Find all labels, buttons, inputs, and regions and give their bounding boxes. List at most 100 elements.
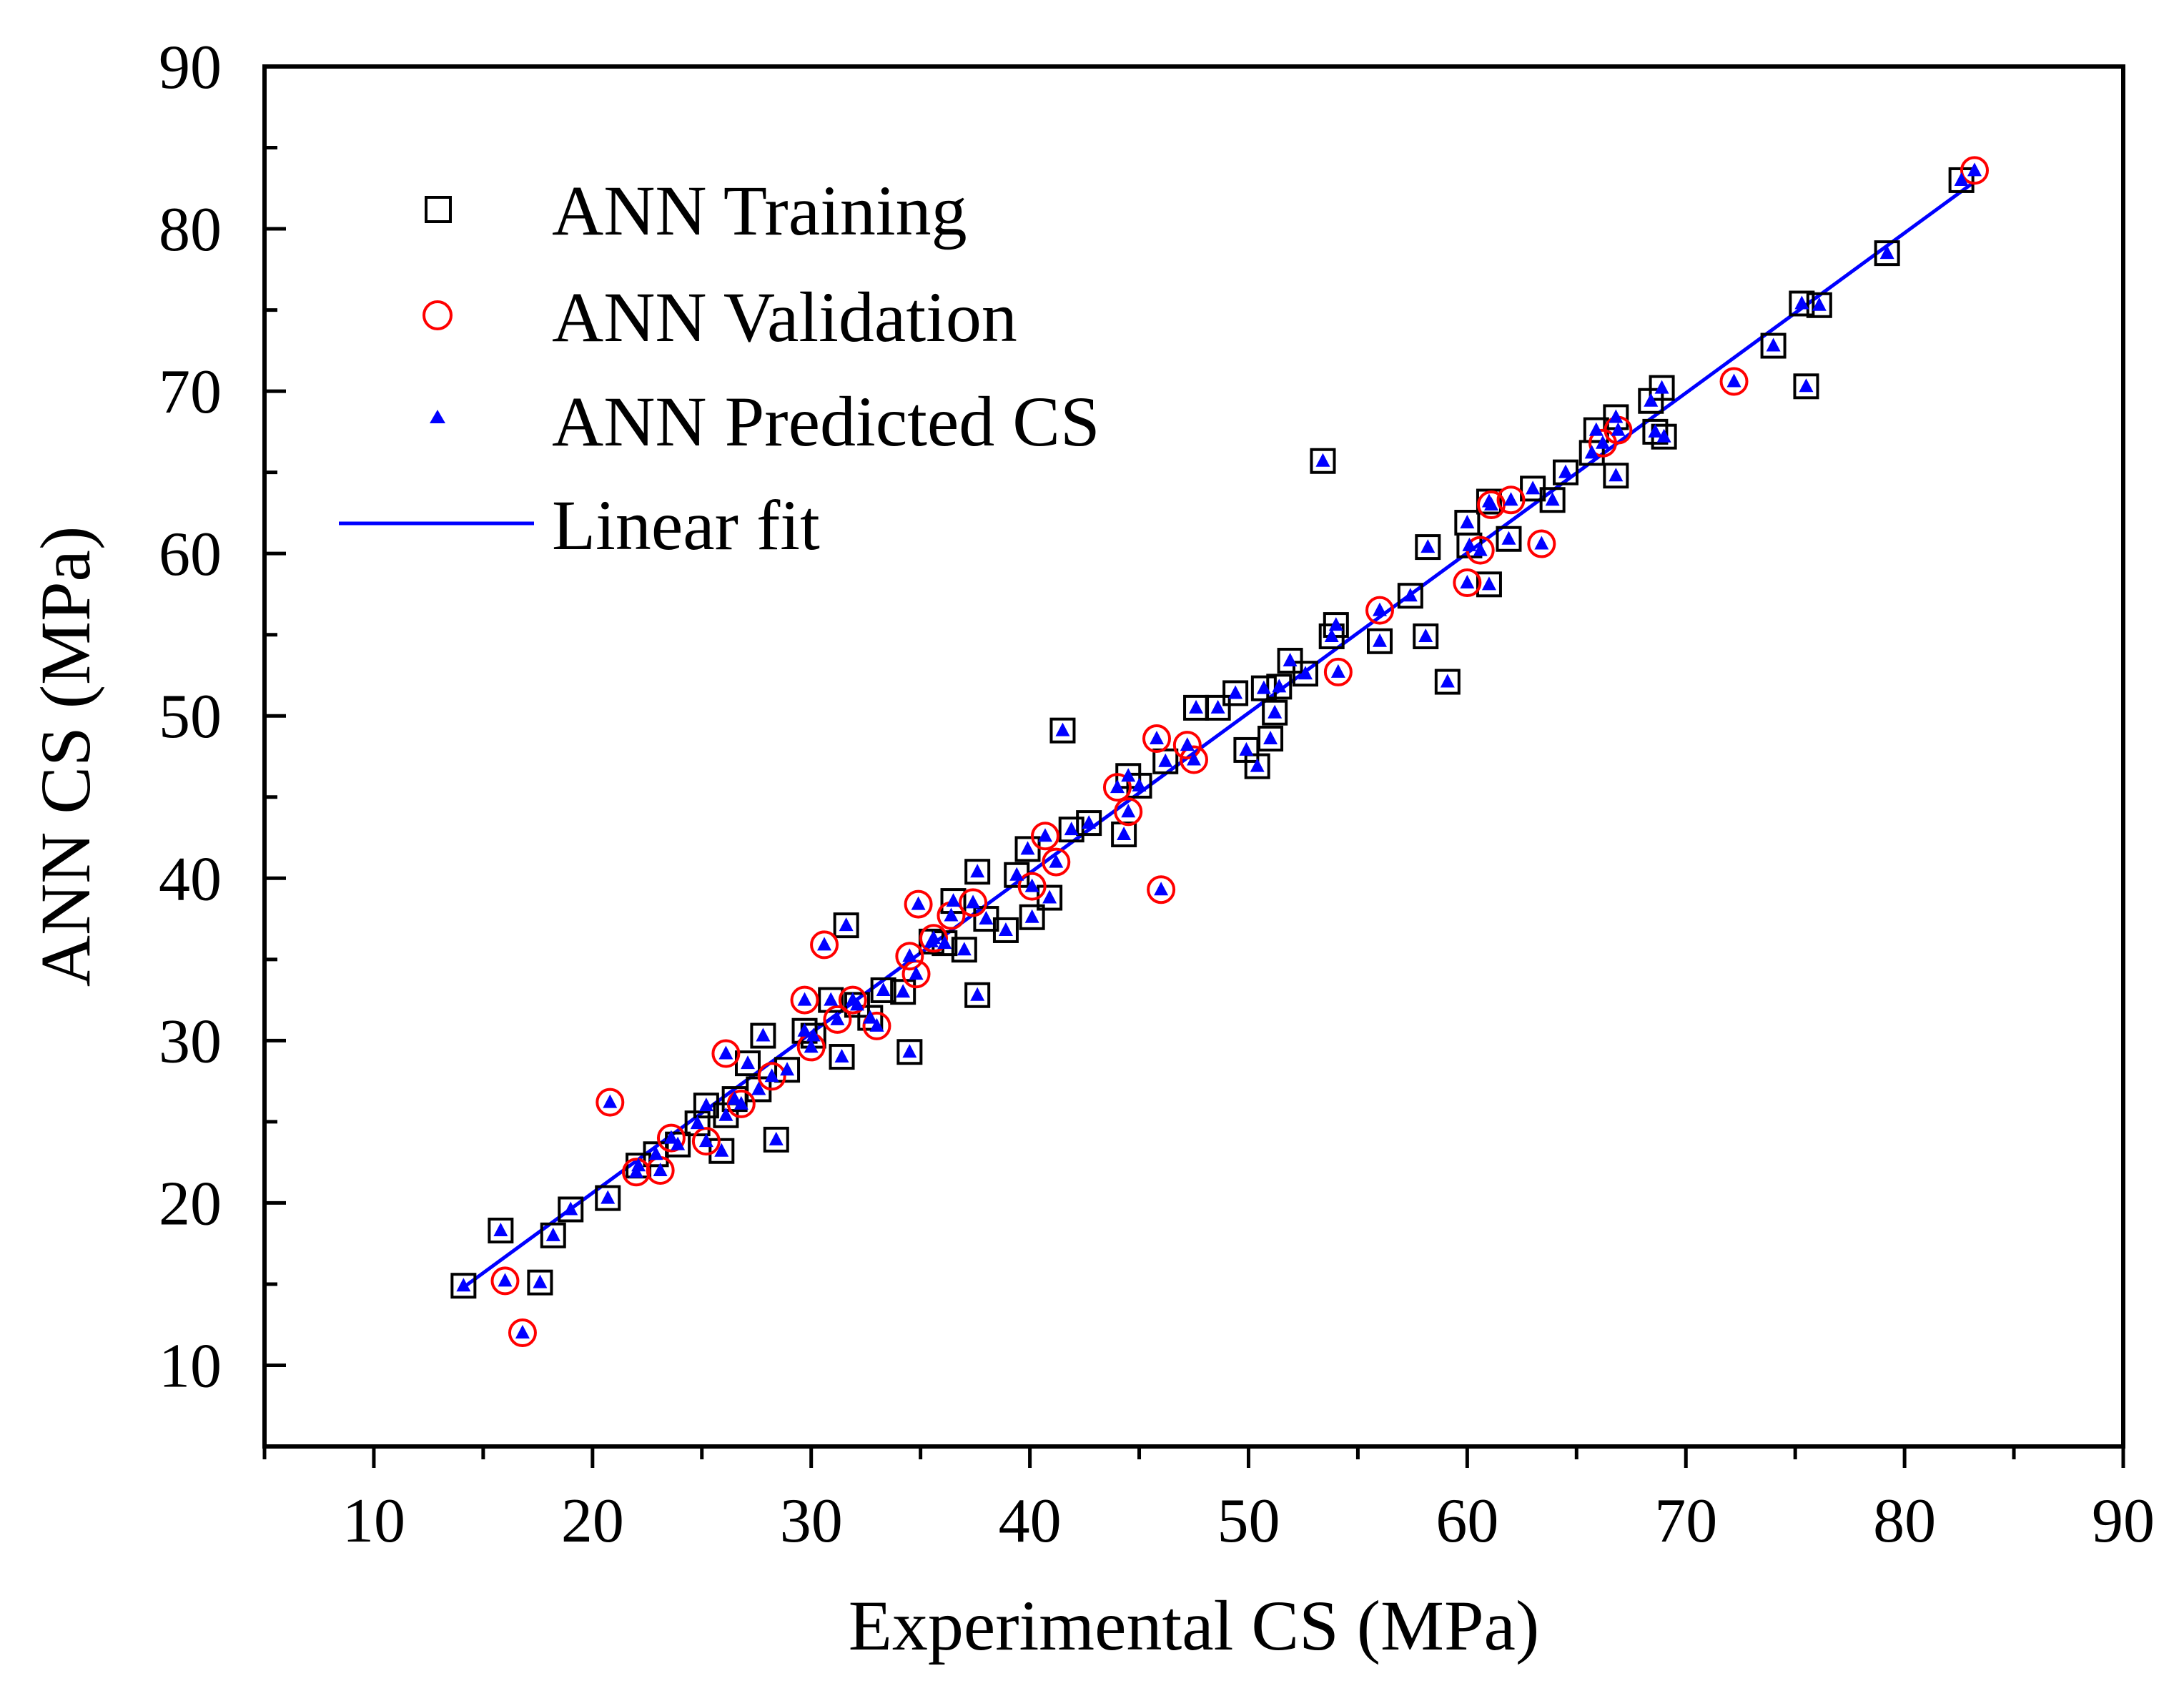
predicted-point — [493, 1223, 508, 1237]
training-point — [1014, 836, 1041, 862]
training-point — [708, 1138, 735, 1164]
validation-point — [904, 889, 933, 919]
training-point — [1496, 526, 1522, 552]
predicted-point — [804, 1039, 819, 1053]
predicted-point — [937, 935, 952, 950]
predicted-point — [1064, 822, 1079, 836]
training-point — [1806, 292, 1832, 318]
x-tick-label: 30 — [780, 1486, 843, 1556]
training-point — [1649, 375, 1675, 401]
predicted-point — [751, 1081, 766, 1095]
x-tick-label: 50 — [1217, 1486, 1280, 1556]
validation-point — [1142, 724, 1171, 754]
predicted-point — [563, 1201, 578, 1216]
x-tick-label: 60 — [1436, 1486, 1498, 1556]
validation-point — [691, 1127, 721, 1156]
predicted-point — [1644, 393, 1659, 407]
predicted-point — [902, 948, 917, 962]
predicted-point — [1009, 867, 1024, 881]
predicted-point — [1189, 699, 1204, 714]
predicted-point — [1373, 602, 1387, 616]
training-point — [1793, 373, 1819, 400]
predicted-point — [876, 982, 891, 996]
predicted-point — [1024, 909, 1039, 923]
predicted-point — [1328, 617, 1343, 631]
y-tick-label: 60 — [159, 520, 222, 589]
predicted-point — [1272, 679, 1287, 693]
training-point — [1310, 448, 1336, 474]
predicted-point — [970, 864, 985, 878]
y-tick-label: 70 — [159, 358, 222, 427]
predicted-point — [1799, 378, 1814, 393]
training-point — [450, 1273, 477, 1299]
x-tick-label: 10 — [342, 1486, 405, 1556]
predicted-point — [1460, 575, 1475, 589]
predicted-point — [966, 894, 981, 909]
legend-predicted-marker — [430, 410, 445, 423]
plot-frame — [262, 64, 2125, 1449]
predicted-point — [601, 1190, 616, 1204]
validation-point — [1719, 367, 1749, 396]
predicted-point — [979, 911, 994, 925]
predicted-point — [1117, 826, 1132, 840]
predicted-point — [603, 1094, 618, 1108]
training-point — [1415, 534, 1441, 561]
training-point — [1205, 694, 1231, 721]
predicted-point — [545, 1227, 560, 1241]
predicted-point — [1481, 576, 1496, 591]
training-point — [595, 1185, 621, 1211]
training-point — [1413, 623, 1439, 649]
x-tick-label: 20 — [561, 1486, 624, 1556]
predicted-point — [824, 992, 839, 1006]
training-point — [1049, 717, 1076, 744]
predicted-point — [1462, 537, 1477, 551]
training-point — [1266, 674, 1293, 700]
training-point — [829, 1044, 855, 1070]
legend-fit-label: Linear fit — [552, 485, 820, 565]
x-axis-title: Experimental CS (MPa) — [849, 1586, 1540, 1665]
predicted-point — [1132, 777, 1147, 792]
predicted-point — [1283, 653, 1298, 667]
predicted-point — [998, 922, 1013, 936]
training-point — [857, 1005, 884, 1031]
legend-training-label: ANN Training — [552, 171, 967, 250]
predicted-point — [911, 896, 926, 910]
training-point — [1553, 459, 1578, 485]
predicted-point — [1584, 445, 1599, 459]
training-point — [1789, 290, 1815, 317]
training-point — [527, 1269, 553, 1296]
predicted-point — [896, 984, 911, 998]
training-points-layer — [450, 167, 1975, 1299]
validation-point — [1323, 657, 1353, 686]
predicted-point — [653, 1163, 668, 1176]
validation-point — [1453, 568, 1482, 598]
y-tick-label: 80 — [159, 195, 222, 265]
predicted-point — [1611, 422, 1626, 436]
validation-point — [757, 1062, 786, 1091]
training-point — [833, 912, 859, 939]
predicted-point — [927, 930, 941, 945]
predicted-point — [1239, 741, 1254, 756]
predicted-point — [946, 893, 961, 907]
predicted-point — [1373, 633, 1387, 647]
validation-point — [823, 1005, 852, 1034]
validation-point — [1017, 872, 1047, 901]
validation-point — [810, 930, 839, 960]
training-point — [1222, 680, 1249, 706]
predicted-point — [780, 1062, 795, 1076]
predicted-point — [1180, 737, 1195, 751]
training-point — [791, 1017, 818, 1044]
predicted-point — [834, 1049, 849, 1063]
predicted-point — [1812, 297, 1827, 311]
predicted-points-layer — [456, 162, 1982, 1339]
predicted-point — [1648, 423, 1663, 438]
predicted-point — [698, 1098, 713, 1112]
validation-point — [919, 924, 948, 953]
training-point — [1058, 817, 1084, 843]
x-tick-label: 70 — [1654, 1486, 1717, 1556]
y-tick-label: 10 — [159, 1331, 222, 1401]
predicted-point — [1484, 497, 1498, 511]
predicted-point — [1150, 731, 1164, 745]
validation-point — [1365, 596, 1394, 625]
predicted-point — [1766, 337, 1781, 352]
